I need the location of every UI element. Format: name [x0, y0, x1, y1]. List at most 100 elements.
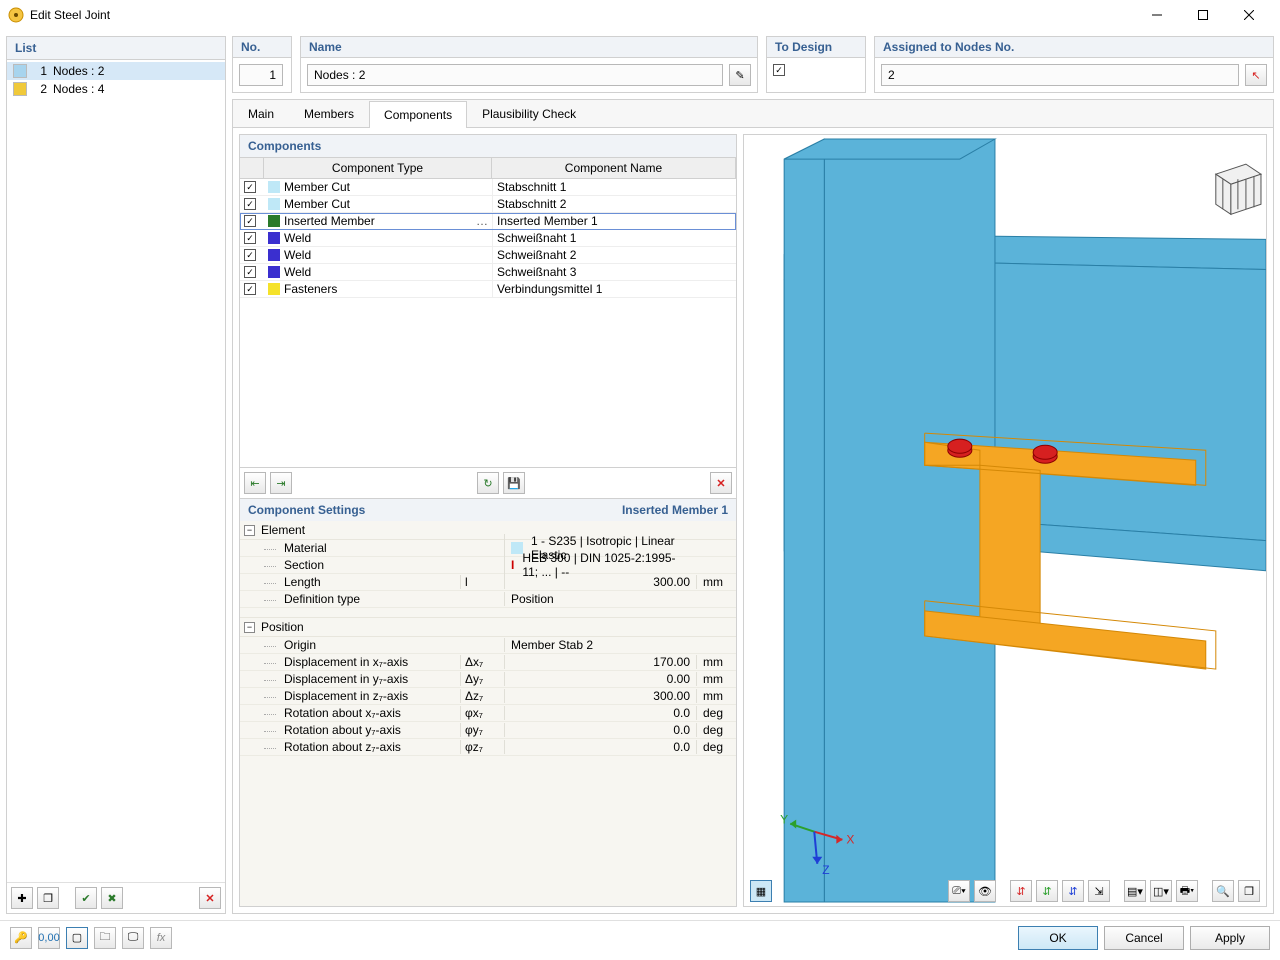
cancel-button[interactable]: Cancel: [1104, 926, 1184, 950]
view-eye-button[interactable]: 👁: [974, 880, 996, 902]
collapse-icon[interactable]: −: [244, 622, 255, 633]
save-button[interactable]: 💾: [503, 472, 525, 494]
help-button[interactable]: 🔑: [10, 927, 32, 949]
component-row[interactable]: ✓Member CutStabschnitt 1: [240, 179, 736, 196]
row-checkbox[interactable]: ✓: [244, 232, 256, 244]
assigned-input[interactable]: [881, 64, 1239, 86]
ok-button[interactable]: OK: [1018, 926, 1098, 950]
header-fields: No. Name ✎ To Design ✓ Assigned to Nodes…: [232, 36, 1274, 93]
no-input[interactable]: [239, 64, 283, 86]
new-item-button[interactable]: ✚: [11, 887, 33, 909]
list-item[interactable]: 2Nodes : 4: [7, 80, 225, 98]
list-panel: List 1Nodes : 22Nodes : 4 ✚ ❐ ✔ ✖ ✕: [6, 36, 226, 914]
app-icon: [8, 7, 24, 23]
render-mode-button[interactable]: ▤▾: [1124, 880, 1146, 902]
row-checkbox[interactable]: ✓: [244, 249, 256, 261]
property-row[interactable]: Definition typePosition: [240, 591, 736, 608]
delete-item-button[interactable]: ✕: [199, 887, 221, 909]
property-row[interactable]: SectionIHEB 300 | DIN 1025-2:1995-11; ..…: [240, 557, 736, 574]
delete-component-button[interactable]: ✕: [710, 472, 732, 494]
zoom-button[interactable]: 🔍: [1212, 880, 1234, 902]
property-row[interactable]: Displacement in x₇-axisΔx₇170.00mm: [240, 654, 736, 671]
property-row[interactable]: Lengthl300.00mm: [240, 574, 736, 591]
assigned-label: Assigned to Nodes No.: [875, 37, 1273, 58]
components-title: Components: [240, 135, 736, 157]
row-checkbox[interactable]: ✓: [244, 181, 256, 193]
titlebar: Edit Steel Joint: [0, 0, 1280, 30]
move-down-button[interactable]: ⇥: [270, 472, 292, 494]
units-button[interactable]: 0,00: [38, 927, 60, 949]
uncheck-all-button[interactable]: ✖: [101, 887, 123, 909]
collapse-icon[interactable]: −: [244, 525, 255, 536]
detach-button[interactable]: ❐: [1238, 880, 1260, 902]
minimize-button[interactable]: [1134, 0, 1180, 30]
list-toolbar: ✚ ❐ ✔ ✖ ✕: [7, 882, 225, 913]
component-row[interactable]: ✓FastenersVerbindungsmittel 1: [240, 281, 736, 298]
fx-button[interactable]: fx: [150, 927, 172, 949]
property-row[interactable]: OriginMember Stab 2: [240, 637, 736, 654]
name-label: Name: [301, 37, 757, 58]
settings-panel: Component Settings Inserted Member 1 − E…: [240, 498, 736, 906]
components-table-body: ✓Member CutStabschnitt 1✓Member CutStabs…: [240, 179, 736, 298]
no-label: No.: [233, 37, 291, 58]
view-select-button[interactable]: ▦: [750, 880, 772, 902]
component-row[interactable]: ✓WeldSchweißnaht 2: [240, 247, 736, 264]
nav-cube-icon: [1216, 164, 1261, 214]
tab-components[interactable]: Components: [369, 101, 467, 128]
property-row[interactable]: Rotation about x₇-axisφx₇0.0deg: [240, 705, 736, 722]
list-item[interactable]: 1Nodes : 2: [7, 62, 225, 80]
tab-main[interactable]: Main: [233, 100, 289, 127]
edit-name-button[interactable]: ✎: [729, 64, 751, 86]
svg-text:X: X: [846, 833, 854, 847]
row-checkbox[interactable]: ✓: [244, 215, 256, 227]
axis-iso-button[interactable]: ⇲: [1088, 880, 1110, 902]
axis-z-button[interactable]: ⇵: [1062, 880, 1084, 902]
property-row[interactable]: Displacement in z₇-axisΔz₇300.00mm: [240, 688, 736, 705]
property-row[interactable]: Rotation about y₇-axisφy₇0.0deg: [240, 722, 736, 739]
property-row[interactable]: Displacement in y₇-axisΔy₇0.00mm: [240, 671, 736, 688]
close-button[interactable]: [1226, 0, 1272, 30]
check-all-button[interactable]: ✔: [75, 887, 97, 909]
tab-members[interactable]: Members: [289, 100, 369, 127]
property-row[interactable]: Rotation about z₇-axisφz₇0.0deg: [240, 739, 736, 756]
grid-button[interactable]: ▢: [66, 927, 88, 949]
component-row[interactable]: ✓Inserted Member…Inserted Member 1: [240, 213, 736, 230]
list-body: 1Nodes : 22Nodes : 4: [7, 60, 225, 882]
row-checkbox[interactable]: ✓: [244, 283, 256, 295]
copy-item-button[interactable]: ❐: [37, 887, 59, 909]
component-row[interactable]: ✓WeldSchweißnaht 3: [240, 264, 736, 281]
axis-x-button[interactable]: ⇵: [1010, 880, 1032, 902]
model-svg: X Y Z: [744, 135, 1266, 906]
todesign-checkbox[interactable]: ✓: [773, 64, 785, 76]
svg-text:Y: Y: [780, 813, 788, 827]
move-up-button[interactable]: ⇤: [244, 472, 266, 494]
position-section[interactable]: − Position: [240, 618, 736, 637]
component-row[interactable]: ✓WeldSchweißnaht 1: [240, 230, 736, 247]
name-input[interactable]: [307, 64, 723, 86]
components-table-header: Component Type Component Name: [240, 157, 736, 179]
col-name-header: Component Name: [492, 158, 736, 178]
todesign-label: To Design: [767, 37, 865, 58]
view-camera-button[interactable]: ⎚▾: [948, 880, 970, 902]
settings-current: Inserted Member 1: [622, 503, 728, 517]
settings-title: Component Settings: [248, 503, 365, 517]
apply-button[interactable]: Apply: [1190, 926, 1270, 950]
print-button[interactable]: 🖶▾: [1176, 880, 1198, 902]
components-toolbar: ⇤ ⇥ ↻ 💾 ✕: [240, 467, 736, 498]
pick-nodes-button[interactable]: ↖: [1245, 64, 1267, 86]
wireframe-button[interactable]: ◫▾: [1150, 880, 1172, 902]
svg-text:Z: Z: [822, 863, 829, 877]
row-checkbox[interactable]: ✓: [244, 198, 256, 210]
maximize-button[interactable]: [1180, 0, 1226, 30]
display-button[interactable]: 🖵: [122, 927, 144, 949]
list-header: List: [7, 37, 225, 60]
refresh-button[interactable]: ↻: [477, 472, 499, 494]
tree-button[interactable]: 🗀: [94, 927, 116, 949]
col-type-header: Component Type: [264, 158, 492, 178]
row-checkbox[interactable]: ✓: [244, 266, 256, 278]
components-panel: Components Component Type Component Name…: [239, 134, 737, 907]
3d-viewer[interactable]: X Y Z ▦ ⎚▾ 👁 ⇵ ⇵ ⇵: [743, 134, 1267, 907]
component-row[interactable]: ✓Member CutStabschnitt 2: [240, 196, 736, 213]
axis-y-button[interactable]: ⇵: [1036, 880, 1058, 902]
tab-plausibility-check[interactable]: Plausibility Check: [467, 100, 591, 127]
